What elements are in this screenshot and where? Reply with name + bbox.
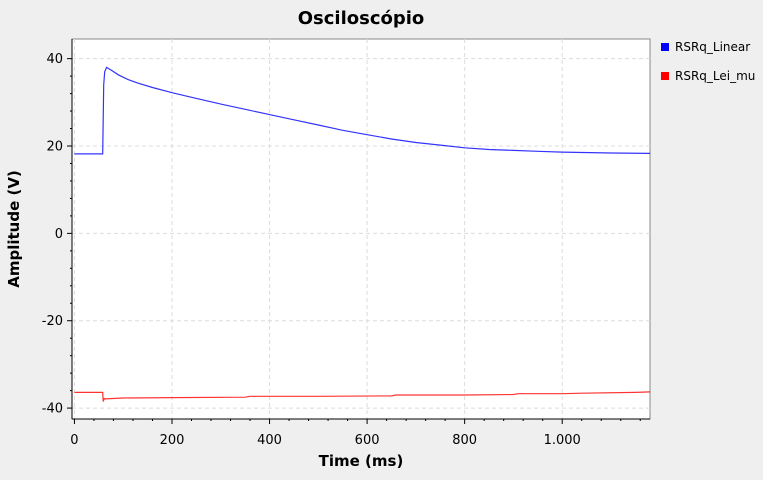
- x-tick-label: 200: [160, 433, 185, 448]
- legend-swatch: [661, 43, 669, 51]
- y-tick-label: -40: [42, 402, 63, 417]
- legend-entry-label: RSRq_Linear: [675, 40, 750, 54]
- series-line-RSRq_Linear: [74, 66, 651, 155]
- x-tick-label: 600: [355, 433, 380, 448]
- legend-swatch: [661, 72, 669, 80]
- legend-entry-label: RSRq_Lei_mu: [675, 69, 755, 83]
- y-axis-label: Amplitude (V): [5, 170, 23, 288]
- chart-title: Osciloscópio: [298, 8, 425, 29]
- series-line-RSRq_Lei_mu: [74, 391, 651, 402]
- x-tick-label: 1.000: [544, 433, 581, 448]
- x-tick-label: 0: [70, 433, 78, 448]
- y-tick-label: 20: [46, 140, 63, 155]
- x-axis-label: Time (ms): [319, 452, 404, 470]
- legend: RSRq_Linear RSRq_Lei_mu: [661, 40, 755, 83]
- series-lines: [74, 66, 651, 402]
- y-tick-label: 0: [55, 227, 63, 242]
- y-tick-label: 40: [46, 52, 63, 67]
- plot-area: [71, 38, 651, 420]
- x-tick-label: 400: [257, 433, 282, 448]
- x-tick-label: 800: [452, 433, 477, 448]
- y-tick-label: -20: [42, 314, 63, 329]
- grid-lines: [72, 39, 650, 419]
